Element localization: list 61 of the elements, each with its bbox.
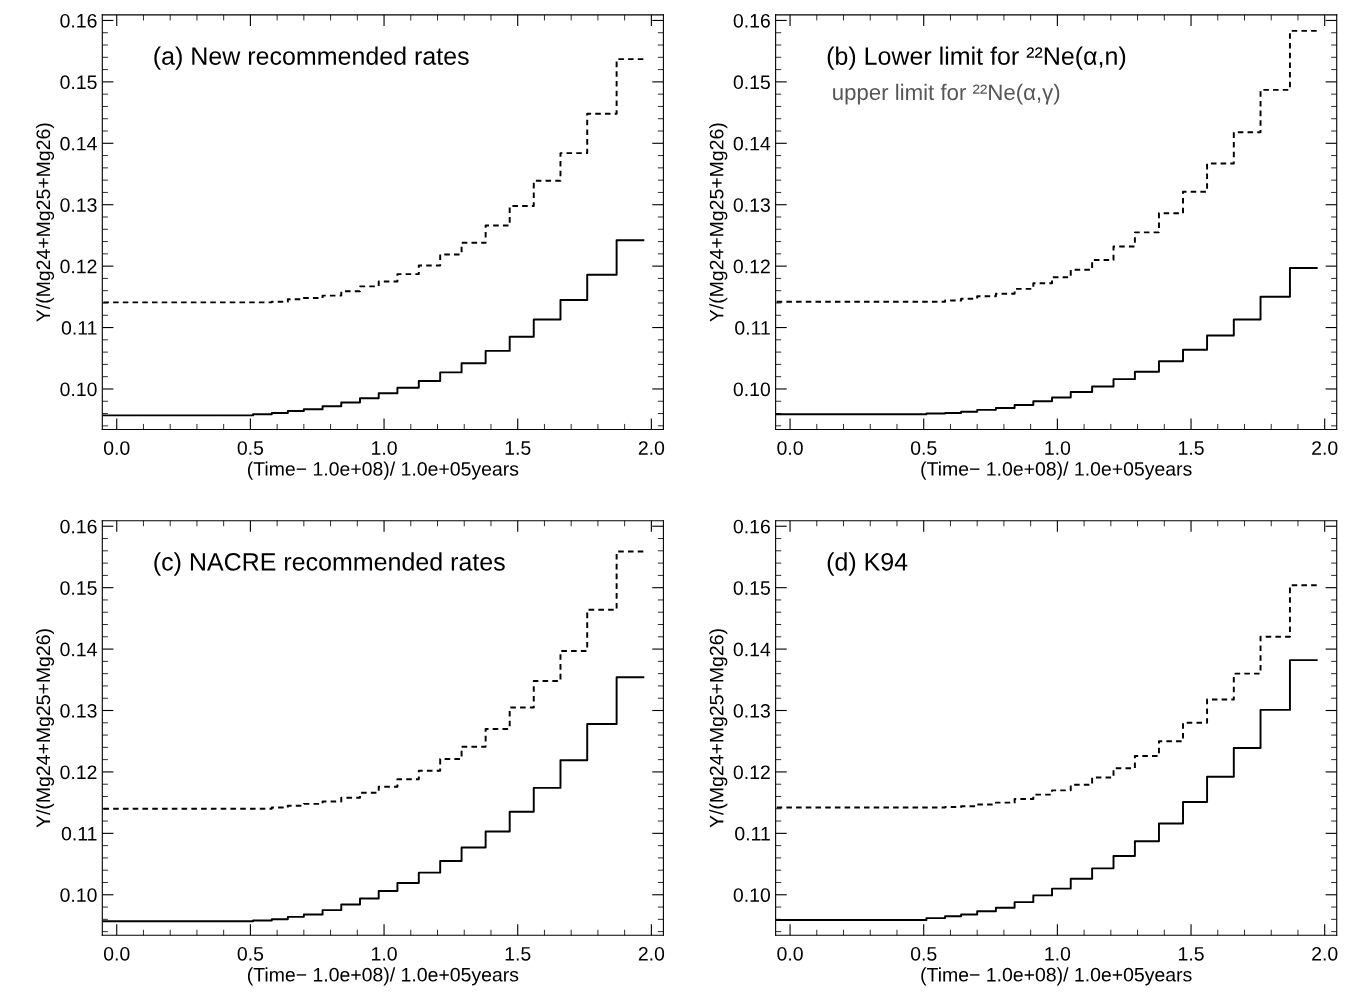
y-tick-label: 0.11: [61, 826, 97, 841]
y-tick-label: 0.10: [733, 888, 770, 902]
y-tick-label: 0.15: [733, 581, 770, 595]
y-tick-label: 0.14: [733, 642, 771, 657]
y-tick-label: 0.16: [60, 13, 97, 28]
y-axis-title: Y/(Mg24+Mg25+Mg26): [709, 629, 728, 828]
y-axis-title: Y/(Mg24+Mg25+Mg26): [35, 123, 55, 322]
x-tick-label: 0.5: [910, 441, 937, 455]
x-axis-title: (Time− 1.0e+08)/ 1.0e+05years: [921, 967, 1192, 986]
annotation: (d) K94: [827, 552, 908, 576]
x-tick-label: 2.0: [638, 946, 665, 961]
x-tick-label: 0.5: [910, 946, 937, 961]
y-tick-label: 0.11: [735, 826, 770, 841]
x-tick-label: 0.0: [103, 946, 130, 961]
y-tick-label: 0.13: [60, 198, 97, 212]
y-tick-label: 0.10: [60, 382, 97, 397]
y-tick-label: 0.12: [60, 259, 97, 274]
y-axis-title: Y/(Mg24+Mg25+Mg26): [35, 629, 55, 828]
y-tick-label: 0.13: [733, 198, 770, 212]
y-tick-label: 0.10: [60, 888, 97, 902]
y-tick-label: 0.14: [733, 136, 771, 151]
x-tick-label: 2.0: [1312, 441, 1338, 455]
x-tick-label: 0.0: [103, 441, 130, 455]
y-tick-label: 0.16: [733, 13, 770, 28]
annotation: upper limit for ²²Ne(α,γ): [833, 83, 1060, 105]
x-tick-label: 2.0: [1312, 946, 1338, 961]
x-tick-label: 0.0: [777, 946, 803, 961]
y-tick-label: 0.15: [60, 581, 97, 595]
y-tick-label: 0.14: [60, 642, 97, 657]
x-tick-label: 0.5: [237, 946, 264, 961]
y-tick-label: 0.11: [61, 321, 97, 335]
x-tick-label: 1.5: [505, 441, 531, 455]
x-tick-label: 1.5: [505, 947, 531, 961]
y-tick-label: 0.14: [60, 136, 97, 151]
x-tick-label: 0.5: [237, 441, 264, 455]
y-tick-label: 0.11: [735, 321, 770, 335]
x-tick-label: 1.5: [1179, 947, 1204, 961]
x-tick-label: 2.0: [638, 441, 665, 455]
x-axis-title: (Time− 1.0e+08)/ 1.0e+05years: [921, 461, 1192, 480]
x-tick-label: 1.0: [1045, 946, 1071, 961]
annotation: (b) Lower limit for ²²Ne(α,n): [827, 46, 1126, 70]
y-axis-title: Y/(Mg24+Mg25+Mg26): [709, 123, 728, 322]
x-tick-label: 1.0: [372, 441, 397, 455]
y-tick-label: 0.15: [733, 75, 770, 90]
y-tick-label: 0.15: [60, 75, 97, 90]
y-tick-label: 0.13: [60, 703, 97, 718]
x-tick-label: 1.5: [1179, 441, 1204, 455]
y-tick-label: 0.16: [733, 519, 770, 534]
x-tick-label: 0.0: [777, 441, 803, 455]
x-tick-label: 1.0: [372, 946, 397, 961]
y-tick-label: 0.16: [60, 519, 97, 534]
y-tick-label: 0.12: [60, 765, 97, 780]
annotation: (c) NACRE recommended rates: [154, 552, 505, 576]
x-axis-title: (Time− 1.0e+08)/ 1.0e+05years: [247, 967, 519, 986]
y-tick-label: 0.10: [733, 382, 770, 397]
annotation: (a) New recommended rates: [154, 46, 469, 70]
x-tick-label: 1.0: [1045, 441, 1071, 455]
x-axis-title: (Time− 1.0e+08)/ 1.0e+05years: [247, 461, 519, 480]
y-tick-label: 0.12: [733, 765, 770, 780]
y-tick-label: 0.13: [733, 703, 770, 718]
y-tick-label: 0.12: [733, 259, 770, 274]
